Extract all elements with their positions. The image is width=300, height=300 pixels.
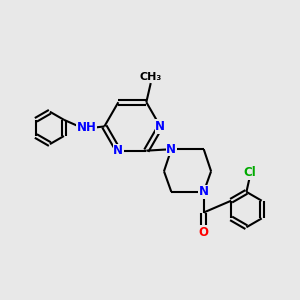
Text: CH₃: CH₃ bbox=[140, 72, 162, 82]
Text: N: N bbox=[113, 144, 123, 157]
Text: NH: NH bbox=[77, 122, 97, 134]
Text: N: N bbox=[166, 143, 176, 156]
Text: N: N bbox=[155, 120, 165, 133]
Text: O: O bbox=[199, 226, 209, 239]
Text: Cl: Cl bbox=[243, 166, 256, 179]
Text: N: N bbox=[199, 185, 209, 198]
